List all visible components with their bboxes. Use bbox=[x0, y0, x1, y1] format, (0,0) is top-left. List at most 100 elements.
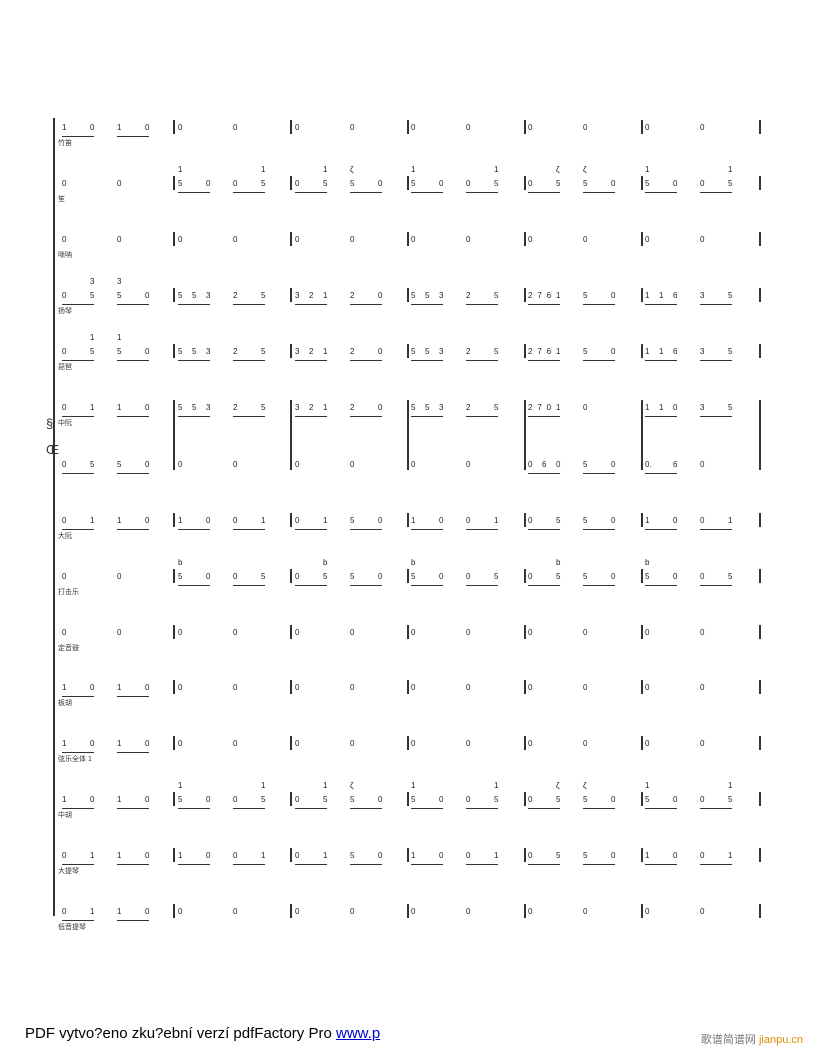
note: 0 bbox=[645, 907, 650, 916]
note: 0 bbox=[178, 235, 183, 244]
note: 5 bbox=[117, 291, 122, 300]
note: 5 bbox=[728, 572, 733, 581]
note: 2 bbox=[233, 403, 238, 412]
barline bbox=[759, 400, 761, 470]
note: 0 bbox=[611, 851, 616, 860]
beat: 0 bbox=[411, 232, 421, 248]
note: 0 bbox=[466, 628, 471, 637]
barline bbox=[407, 792, 409, 806]
chord-mark: b bbox=[178, 558, 183, 567]
note: 5 bbox=[728, 291, 733, 300]
note: 0 bbox=[700, 179, 705, 188]
note: 0 bbox=[700, 739, 705, 748]
note: 1 bbox=[117, 683, 122, 692]
beat: 0 5 1 bbox=[466, 165, 498, 193]
note: 1 bbox=[323, 347, 328, 356]
beat: 0 bbox=[62, 569, 72, 585]
barline bbox=[759, 344, 761, 358]
note: 0 bbox=[645, 628, 650, 637]
beat: 0 bbox=[295, 680, 305, 696]
instrument-label: 定音鼓 bbox=[58, 645, 79, 652]
beat: 0 bbox=[350, 457, 360, 473]
chord-mark: 3 bbox=[90, 277, 95, 286]
beat: 0 bbox=[645, 625, 655, 641]
footer-link[interactable]: www.p bbox=[335, 1025, 381, 1042]
note: 0 bbox=[700, 851, 705, 860]
note: 0 bbox=[378, 572, 383, 581]
chord-mark: ζ bbox=[556, 165, 560, 174]
note: 0 bbox=[233, 123, 238, 132]
note: 0 bbox=[233, 628, 238, 637]
note: 5 bbox=[583, 572, 588, 581]
instrument-label: 低音提琴 bbox=[58, 924, 86, 931]
note: 0 bbox=[466, 795, 471, 804]
barline bbox=[407, 513, 409, 527]
barline bbox=[641, 792, 643, 806]
barline bbox=[407, 176, 409, 190]
beat: 0 bbox=[233, 904, 243, 920]
note: 1 bbox=[117, 851, 122, 860]
note: 0 bbox=[673, 572, 678, 581]
note: 0 bbox=[233, 739, 238, 748]
note: 0 bbox=[233, 516, 238, 525]
note: 0 bbox=[295, 235, 300, 244]
beat: 0 bbox=[411, 625, 421, 641]
note: 1 bbox=[90, 516, 95, 525]
beat: 5 3 0 bbox=[117, 277, 149, 305]
note: 5 bbox=[556, 795, 561, 804]
instrument-label: 笙 bbox=[58, 196, 65, 203]
note: 1 bbox=[411, 516, 416, 525]
note: 5 bbox=[556, 179, 561, 188]
barline bbox=[524, 625, 526, 639]
note: 0 bbox=[90, 739, 95, 748]
beat: 0 bbox=[466, 680, 476, 696]
note: 0 bbox=[411, 739, 416, 748]
note: 7 bbox=[537, 347, 542, 356]
instrument-label: 弦乐全体 1 bbox=[58, 756, 92, 763]
beat: 5 1 0 bbox=[411, 165, 444, 193]
note: 3 bbox=[206, 291, 211, 300]
barline bbox=[173, 792, 175, 806]
barline bbox=[173, 680, 175, 694]
barline bbox=[641, 625, 643, 639]
beat: 0 5 3 bbox=[62, 277, 94, 305]
beat: 0 bbox=[411, 736, 421, 752]
note: 5 bbox=[178, 347, 183, 356]
note: 0 bbox=[206, 516, 211, 525]
barline bbox=[290, 232, 292, 246]
note: 1 bbox=[556, 403, 561, 412]
chord-mark: 1 bbox=[323, 781, 328, 790]
note: 0 bbox=[439, 179, 444, 188]
note: 0 bbox=[378, 516, 383, 525]
barline bbox=[759, 120, 761, 134]
note: 0 bbox=[145, 403, 150, 412]
beat: 5 b 0 bbox=[645, 558, 678, 586]
watermark-cn: 歌谱简谱网 bbox=[700, 1034, 756, 1046]
note: 0 bbox=[206, 179, 211, 188]
note: 5 bbox=[192, 403, 197, 412]
note: 0 bbox=[439, 572, 444, 581]
barline bbox=[524, 569, 526, 583]
barline bbox=[641, 400, 643, 470]
note: 1 bbox=[645, 516, 650, 525]
note: 0 bbox=[439, 851, 444, 860]
barline bbox=[641, 176, 643, 190]
note: 0 bbox=[350, 739, 355, 748]
note: 0 bbox=[295, 795, 300, 804]
note: 5 bbox=[261, 291, 266, 300]
